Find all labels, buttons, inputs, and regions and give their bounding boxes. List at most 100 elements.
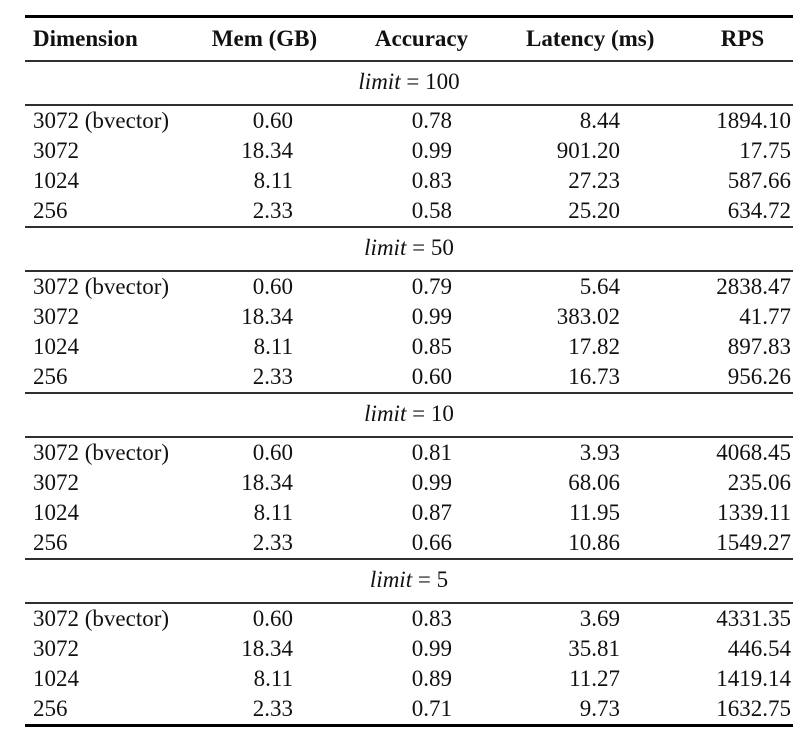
header-rps: RPS xyxy=(720,26,765,51)
rps-cell: 1632.75 xyxy=(716,696,791,721)
accuracy-cell: 0.83 xyxy=(411,606,452,631)
section-title: limit = 100 xyxy=(25,61,793,105)
rps-cell: 587.66 xyxy=(727,168,791,193)
section-title-row: limit = 10 xyxy=(25,393,793,437)
dimension-cell: 1024 xyxy=(33,168,79,193)
latency-cell: 10.86 xyxy=(568,530,620,555)
accuracy-cell: 0.99 xyxy=(411,470,452,495)
table-header: Dimension Mem (GB) Accuracy Latency (ms)… xyxy=(25,17,793,61)
rps-cell: 41.77 xyxy=(739,304,791,329)
accuracy-cell: 0.87 xyxy=(411,500,452,525)
latency-cell: 16.73 xyxy=(568,364,620,389)
mem-cell: 2.33 xyxy=(252,696,293,721)
dimension-cell: 256 xyxy=(33,530,68,555)
latency-cell: 11.95 xyxy=(569,500,620,525)
mem-cell: 0.60 xyxy=(252,274,293,299)
rps-cell: 4068.45 xyxy=(716,440,791,465)
rps-cell: 1339.11 xyxy=(717,500,791,525)
table-row: 3072 18.34 0.99 383.02 41.77 xyxy=(25,302,793,332)
accuracy-cell: 0.99 xyxy=(411,138,452,163)
dimension-cell: 3072 xyxy=(33,138,79,163)
section-title-row: limit = 5 xyxy=(25,559,793,603)
table-row: 1024 8.11 0.83 27.23 587.66 xyxy=(25,166,793,196)
accuracy-cell: 0.89 xyxy=(411,666,452,691)
dimension-cell: 1024 xyxy=(33,666,79,691)
limit-var-label: limit xyxy=(358,69,401,94)
table-row: 1024 8.11 0.89 11.27 1419.14 xyxy=(25,664,793,694)
header-latency: Latency (ms) xyxy=(526,26,655,51)
mem-cell: 2.33 xyxy=(252,364,293,389)
mem-cell: 2.33 xyxy=(252,530,293,555)
accuracy-cell: 0.99 xyxy=(411,636,452,661)
mem-cell: 0.60 xyxy=(252,440,293,465)
accuracy-cell: 0.79 xyxy=(411,274,452,299)
section-limit-10: limit = 10 3072 (bvector) 0.60 0.81 3.93… xyxy=(25,393,793,559)
accuracy-cell: 0.60 xyxy=(411,364,452,389)
limit-value-label: = 5 xyxy=(417,567,449,592)
mem-cell: 0.60 xyxy=(252,108,293,133)
limit-var-label: limit xyxy=(364,401,407,426)
latency-cell: 5.64 xyxy=(579,274,620,299)
rps-cell: 634.72 xyxy=(727,198,791,223)
accuracy-cell: 0.71 xyxy=(411,696,452,721)
section-title-row: limit = 100 xyxy=(25,61,793,105)
table-row: 3072 18.34 0.99 35.81 446.54 xyxy=(25,634,793,664)
dimension-cell: 1024 xyxy=(33,334,79,359)
header-mem: Mem (GB) xyxy=(211,26,318,51)
mem-cell: 8.11 xyxy=(253,168,293,193)
rps-cell: 17.75 xyxy=(739,138,791,163)
table-row: 256 2.33 0.60 16.73 956.26 xyxy=(25,362,793,393)
latency-cell: 17.82 xyxy=(568,334,620,359)
section-limit-5: limit = 5 3072 (bvector) 0.60 0.83 3.69 … xyxy=(25,559,793,726)
limit-value-label: = 50 xyxy=(412,235,454,260)
dimension-cell: 3072 (bvector) xyxy=(33,440,170,465)
mem-cell: 8.11 xyxy=(253,500,293,525)
rps-cell: 1549.27 xyxy=(716,530,791,555)
table-row: 256 2.33 0.71 9.73 1632.75 xyxy=(25,694,793,726)
table-row: 3072 (bvector) 0.60 0.83 3.69 4331.35 xyxy=(25,603,793,634)
rps-cell: 956.26 xyxy=(727,364,791,389)
section-limit-100: limit = 100 3072 (bvector) 0.60 0.78 8.4… xyxy=(25,61,793,227)
table-row: 3072 (bvector) 0.60 0.79 5.64 2838.47 xyxy=(25,271,793,302)
mem-cell: 18.34 xyxy=(241,636,293,661)
section-title-row: limit = 50 xyxy=(25,227,793,271)
latency-cell: 27.23 xyxy=(568,168,620,193)
table-row: 3072 18.34 0.99 901.20 17.75 xyxy=(25,136,793,166)
accuracy-cell: 0.58 xyxy=(411,198,452,223)
benchmark-table: Dimension Mem (GB) Accuracy Latency (ms)… xyxy=(25,15,793,727)
latency-cell: 25.20 xyxy=(568,198,620,223)
limit-var-label: limit xyxy=(364,235,407,260)
header-row: Dimension Mem (GB) Accuracy Latency (ms)… xyxy=(25,17,793,61)
latency-cell: 9.73 xyxy=(579,696,620,721)
header-dimension: Dimension xyxy=(33,26,138,51)
rps-cell: 2838.47 xyxy=(716,274,791,299)
mem-cell: 18.34 xyxy=(241,304,293,329)
mem-cell: 18.34 xyxy=(241,138,293,163)
latency-cell: 11.27 xyxy=(569,666,620,691)
accuracy-cell: 0.83 xyxy=(411,168,452,193)
latency-cell: 68.06 xyxy=(568,470,620,495)
dimension-cell: 1024 xyxy=(33,500,79,525)
latency-cell: 3.93 xyxy=(579,440,620,465)
rps-cell: 4331.35 xyxy=(716,606,791,631)
rps-cell: 1894.10 xyxy=(716,108,791,133)
rps-cell: 235.06 xyxy=(727,470,791,495)
mem-cell: 2.33 xyxy=(252,198,293,223)
accuracy-cell: 0.85 xyxy=(411,334,452,359)
dimension-cell: 3072 (bvector) xyxy=(33,606,170,631)
section-title: limit = 50 xyxy=(25,227,793,271)
table-row: 3072 (bvector) 0.60 0.81 3.93 4068.45 xyxy=(25,437,793,468)
accuracy-cell: 0.81 xyxy=(411,440,452,465)
section-title: limit = 5 xyxy=(25,559,793,603)
dimension-cell: 3072 xyxy=(33,304,79,329)
latency-cell: 383.02 xyxy=(556,304,620,329)
dimension-cell: 3072 xyxy=(33,470,79,495)
dimension-cell: 256 xyxy=(33,696,68,721)
table-row: 3072 (bvector) 0.60 0.78 8.44 1894.10 xyxy=(25,105,793,136)
accuracy-cell: 0.66 xyxy=(411,530,452,555)
accuracy-cell: 0.99 xyxy=(411,304,452,329)
accuracy-cell: 0.78 xyxy=(411,108,452,133)
dimension-cell: 256 xyxy=(33,364,68,389)
dimension-cell: 3072 (bvector) xyxy=(33,274,170,299)
